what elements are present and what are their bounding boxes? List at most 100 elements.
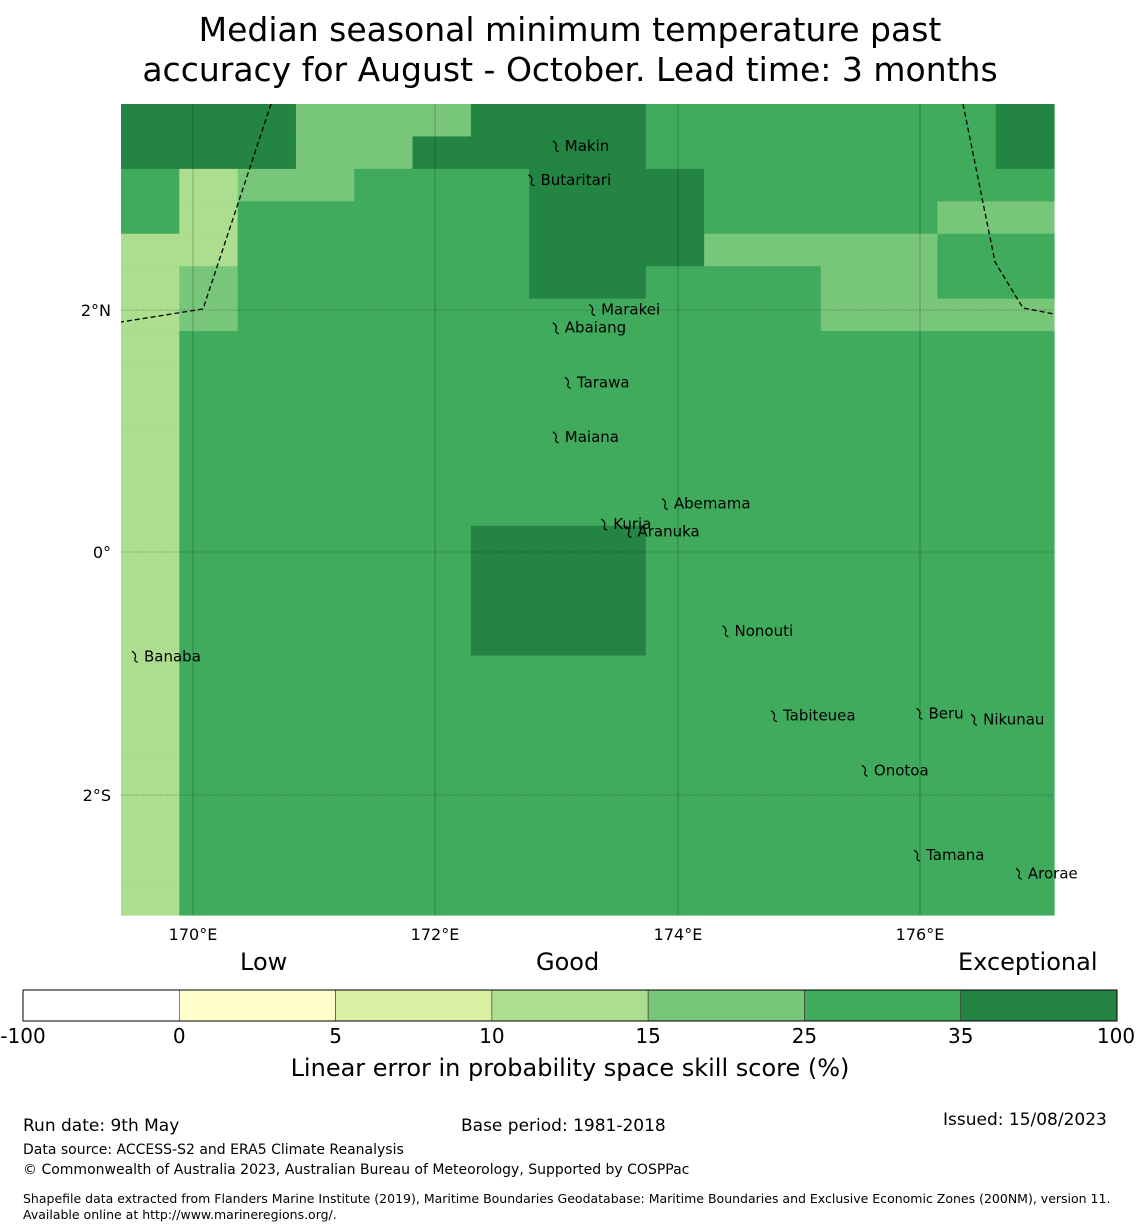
grid-cell [995,558,1055,592]
grid-cell [879,623,938,657]
grid-cell [179,687,239,721]
colorbar-label: Linear error in probability space skill … [290,1054,850,1082]
grid-cell [587,266,647,300]
colorbar-heading-low: Low [240,948,288,976]
grid-cell [470,850,530,884]
grid-cell [704,363,764,397]
grid-cell [820,428,880,462]
grid-cell [529,558,589,592]
grid-cell [354,168,414,202]
grid-cell [295,233,355,267]
grid-cell [179,655,239,689]
grid-cell [179,558,239,592]
grid-cell [704,850,764,884]
grid-cell [470,785,530,819]
grid-cell [295,525,355,559]
grid-cell [762,817,822,851]
island-outline [131,650,139,663]
colorbar-swatch [960,989,1118,1022]
colorbar-swatch [178,989,336,1022]
colorbar-tick-label: 25 [791,1024,818,1048]
grid-cell [762,590,822,624]
latitude-tick-label: 2°N [81,301,111,320]
grid-cell [412,136,472,170]
grid-cell [587,720,647,754]
grid-cell [937,590,997,624]
grid-cell [295,201,355,235]
grid-cell [704,233,764,267]
island-outline [552,431,559,444]
island-label: Tamana [925,846,984,864]
grid-cell [529,882,589,916]
grid-cell [237,590,297,624]
island-outline [970,713,978,726]
grid-cell [121,298,180,332]
grid-cell [121,168,180,202]
grid-cell [704,525,764,559]
grid-cell [879,590,938,624]
grid-cell [762,104,822,138]
grid-cell [645,655,705,689]
grid-cell [354,460,414,494]
grid-cell [412,104,472,138]
grid-cell [295,882,355,916]
grid-cell [879,558,938,592]
grid-cell [645,752,705,786]
grid-cell [937,298,997,332]
grid-cell [121,363,180,397]
grid-cell [354,785,414,819]
grid-cell [704,266,764,300]
colorbar-swatch [22,989,180,1022]
island-label: Nonouti [735,622,794,640]
grid-cell [179,233,239,267]
grid-cell [470,623,530,657]
grid-cell [820,266,880,300]
grid-cell [704,298,764,332]
grid-cell [354,136,414,170]
longitude-tick-label: 170°E [169,925,218,944]
grid-cell [121,395,180,429]
island-outline [916,707,923,720]
grid-cell [121,525,180,559]
grid-cell [295,817,355,851]
grid-cell [354,817,414,851]
grid-cell [937,493,997,527]
grid-cell [529,460,589,494]
grid-cell [820,363,880,397]
grid-cell [470,428,530,462]
grid-cell [587,687,647,721]
grid-cell [354,623,414,657]
grid-cell [995,428,1055,462]
colorbar-tick-label: 100 [1096,1024,1136,1048]
island-outline [661,497,669,511]
island-label: Tarawa [576,373,630,391]
grid-cell [412,493,472,527]
grid-cell [295,850,355,884]
grid-cell [879,850,938,884]
grid-cell [295,331,355,365]
grid-cell [704,817,764,851]
grid-cell [704,428,764,462]
grid-cell [879,655,938,689]
graticule [121,104,1054,915]
grid-cell [937,331,997,365]
grid-cell [995,460,1055,494]
grid-cell [879,428,938,462]
grid-cell [995,331,1055,365]
grid-cell [121,720,180,754]
grid-cell [937,882,997,916]
grid-cell [529,363,589,397]
grid-cell [529,623,589,657]
grid-cell [820,331,880,365]
grid-cell [237,558,297,592]
island-outline [588,303,596,317]
grid-cell [470,266,530,300]
grid-cell [587,395,647,429]
colorbar-swatch [335,989,493,1022]
grid-cell [645,266,705,300]
grid-cell [645,590,705,624]
grid-cell [470,720,530,754]
grid-cell [470,817,530,851]
grid-cell [762,720,822,754]
grid-cell [121,817,180,851]
